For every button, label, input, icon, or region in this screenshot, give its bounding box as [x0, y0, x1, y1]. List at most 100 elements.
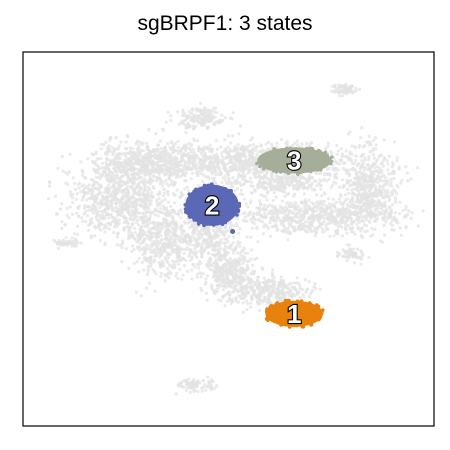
background-point: [315, 225, 320, 229]
background-point: [108, 171, 112, 175]
background-point: [60, 220, 64, 224]
background-point: [366, 140, 370, 144]
background-point: [173, 193, 177, 197]
background-point: [177, 244, 181, 248]
background-point: [112, 198, 116, 202]
background-point: [138, 176, 142, 180]
background-point: [93, 209, 97, 213]
background-point: [280, 199, 284, 203]
background-point: [216, 244, 220, 248]
background-point: [228, 268, 232, 272]
background-point: [156, 148, 160, 152]
background-point: [282, 223, 286, 227]
background-point: [92, 207, 96, 211]
background-point: [303, 198, 307, 202]
background-point: [304, 186, 308, 190]
background-point: [99, 185, 103, 189]
background-point: [299, 176, 303, 180]
background-point: [236, 242, 240, 246]
background-point: [351, 206, 355, 210]
background-point: [110, 150, 115, 154]
background-point: [156, 235, 160, 239]
background-point: [124, 140, 128, 144]
background-point: [304, 208, 309, 212]
background-point: [299, 181, 303, 186]
background-point: [215, 283, 219, 288]
background-point: [383, 203, 387, 207]
background-point: [148, 221, 152, 225]
background-point: [71, 200, 75, 205]
background-point: [153, 168, 157, 172]
background-point: [147, 267, 151, 271]
background-point: [177, 164, 181, 168]
background-point: [383, 233, 387, 237]
background-point: [226, 155, 230, 159]
background-point: [132, 151, 136, 155]
background-point: [148, 149, 152, 153]
background-point: [284, 173, 288, 177]
background-point: [124, 193, 129, 197]
background-point: [160, 223, 164, 227]
background-point: [211, 176, 215, 180]
background-point: [136, 139, 140, 143]
background-point: [152, 242, 156, 246]
background-point: [365, 215, 369, 219]
background-point: [212, 274, 216, 278]
background-point: [373, 213, 377, 217]
background-point: [165, 218, 169, 222]
background-point: [100, 213, 105, 217]
background-point: [315, 184, 319, 188]
background-point: [222, 241, 226, 245]
background-point: [346, 224, 350, 228]
background-point: [168, 174, 172, 178]
background-point: [222, 253, 227, 257]
background-point: [163, 197, 167, 202]
background-point: [218, 282, 222, 286]
background-point: [159, 159, 163, 163]
background-point: [211, 155, 215, 159]
background-point: [249, 176, 253, 180]
background-point: [245, 235, 249, 239]
background-point: [156, 160, 160, 164]
background-point: [145, 233, 149, 238]
background-point: [140, 143, 144, 147]
background-point: [278, 175, 282, 179]
background-point: [201, 272, 205, 276]
background-point: [212, 228, 216, 233]
background-point: [95, 180, 99, 185]
background-point: [139, 180, 143, 184]
background-point: [199, 235, 203, 239]
background-point: [421, 209, 425, 213]
background-point: [226, 240, 230, 244]
background-point: [320, 227, 324, 231]
background-point: [241, 254, 245, 259]
background-point: [213, 242, 218, 246]
background-point: [123, 206, 127, 210]
background-point: [285, 141, 289, 146]
background-point: [82, 190, 86, 194]
background-point: [172, 250, 176, 254]
background-point: [161, 199, 165, 203]
background-point: [383, 212, 387, 216]
background-point: [142, 268, 146, 272]
background-point: [335, 152, 339, 156]
background-point: [250, 136, 255, 140]
background-point: [136, 161, 140, 165]
background-point: [86, 205, 90, 209]
background-point: [227, 180, 231, 184]
background-point: [289, 201, 293, 205]
background-point: [217, 166, 221, 170]
background-point: [354, 158, 358, 163]
background-point: [367, 143, 371, 147]
background-point: [396, 185, 400, 189]
background-point: [179, 247, 183, 252]
background-point: [259, 193, 263, 197]
background-point: [263, 203, 267, 207]
background-point: [164, 149, 168, 153]
background-point: [410, 211, 414, 215]
background-point: [269, 172, 273, 176]
background-point: [233, 166, 237, 170]
background-point: [163, 173, 167, 177]
background-point: [223, 148, 227, 152]
background-point: [274, 195, 278, 199]
